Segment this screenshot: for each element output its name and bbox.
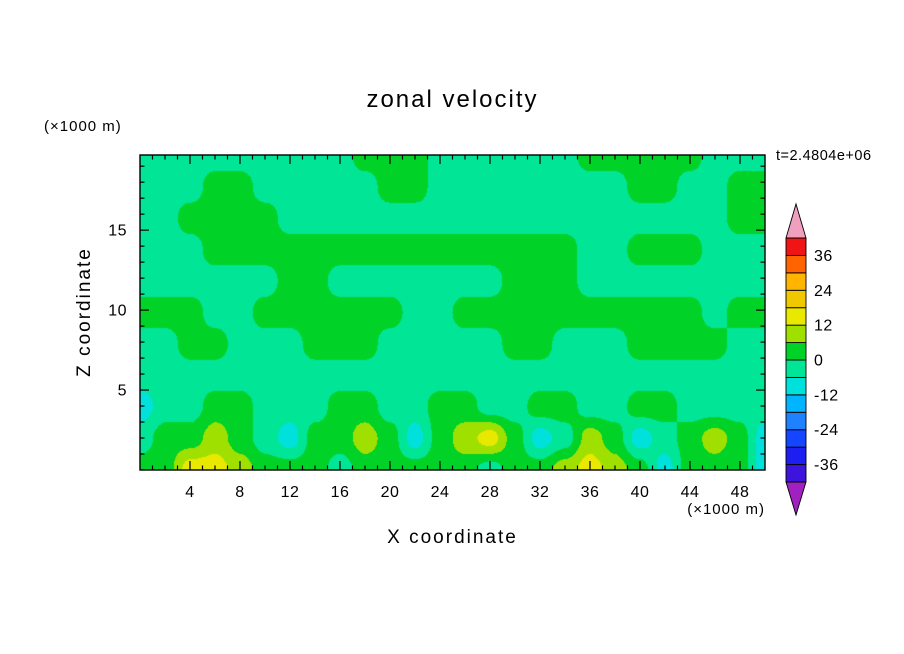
timestamp-annotation: t=2.4804e+06 xyxy=(776,148,872,164)
x-tick-label: 4 xyxy=(185,484,194,501)
y-tick-label: 5 xyxy=(118,383,127,400)
colorbar-label: 36 xyxy=(814,248,833,265)
colorbar-segment xyxy=(785,464,807,483)
colorbar-label: -12 xyxy=(814,387,839,404)
x-tick-label: 32 xyxy=(531,484,550,501)
x-tick-label: 16 xyxy=(331,484,350,501)
colorbar-label: 12 xyxy=(814,318,833,335)
x-tick-label: 44 xyxy=(681,484,700,501)
colorbar-segment xyxy=(785,359,807,378)
colorbar-label: -24 xyxy=(814,422,839,439)
x-axis-title: X coordinate xyxy=(387,527,518,548)
colorbar-segment xyxy=(785,376,807,396)
colorbar-segment xyxy=(785,429,807,448)
colorbar-arrow-up xyxy=(785,202,807,239)
colorbar-segment xyxy=(785,394,807,413)
x-tick-label: 36 xyxy=(581,484,600,501)
x-tick-label: 12 xyxy=(281,484,300,501)
colorbar-label: -36 xyxy=(814,457,839,474)
y-axis-title: Z coordinate xyxy=(74,247,95,377)
contour-field xyxy=(140,155,765,470)
colorbar-segment xyxy=(785,307,807,326)
chart-title: zonal velocity xyxy=(366,86,539,113)
x-tick-label: 48 xyxy=(731,484,750,501)
y-tick-label: 10 xyxy=(108,303,127,320)
colorbar-segment xyxy=(785,289,807,309)
colorbar-segment xyxy=(785,342,807,361)
x-tick-label: 8 xyxy=(235,484,244,501)
colorbar-segment xyxy=(785,272,807,291)
y-tick-label: 15 xyxy=(108,223,127,240)
colorbar-label: 24 xyxy=(814,283,833,300)
x-tick-label: 28 xyxy=(481,484,500,501)
colorbar-segment xyxy=(785,446,807,466)
x-tick-label: 40 xyxy=(631,484,650,501)
colorbar-segment xyxy=(785,237,807,256)
x-tick-label: 20 xyxy=(381,484,400,501)
colorbar-segment xyxy=(785,254,807,274)
colorbar-label: 0 xyxy=(814,353,823,370)
colorbar-segment xyxy=(785,324,807,344)
colorbar-arrow-down xyxy=(785,481,807,517)
x-tick-label: 24 xyxy=(431,484,450,501)
x-axis-unit: (×1000 m) xyxy=(687,501,765,518)
colorbar-segment xyxy=(785,411,807,431)
y-axis-unit: (×1000 m) xyxy=(44,118,122,135)
